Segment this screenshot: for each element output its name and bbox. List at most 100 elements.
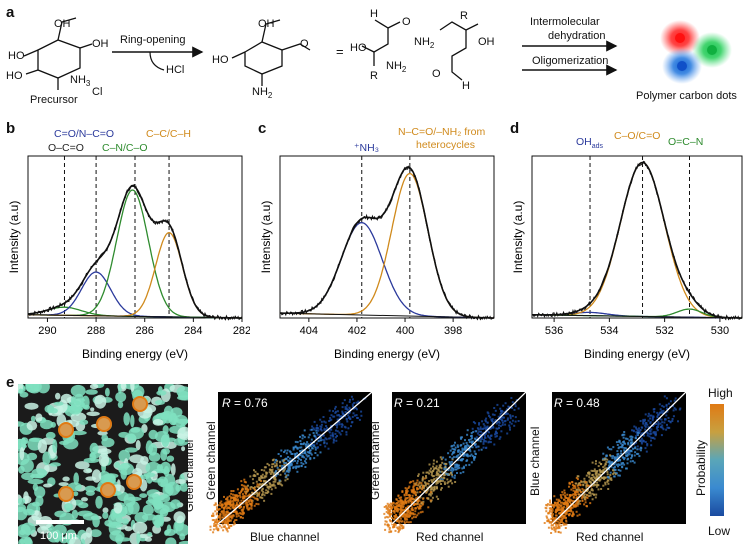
- density-point: [407, 521, 410, 524]
- density-point: [355, 408, 358, 411]
- density-point: [227, 521, 229, 524]
- density-point: [397, 500, 400, 503]
- density-point: [439, 464, 442, 466]
- density-point: [240, 512, 243, 515]
- density-point: [300, 458, 302, 461]
- density-point: [269, 468, 272, 471]
- density-point: [347, 414, 350, 417]
- density-point: [653, 408, 656, 410]
- density-point: [417, 500, 420, 503]
- density-point: [227, 501, 230, 504]
- density-point: [244, 481, 247, 484]
- density-point: [420, 482, 423, 485]
- density-point: [443, 468, 446, 471]
- density-point: [491, 418, 494, 421]
- density-point: [444, 458, 447, 461]
- density-point: [466, 433, 469, 436]
- density-point: [562, 509, 565, 512]
- cell-blob: [90, 407, 95, 412]
- density-point: [595, 493, 598, 496]
- density-point: [555, 525, 558, 528]
- density-point: [605, 461, 608, 463]
- density-point: [412, 489, 415, 492]
- density-point: [245, 490, 248, 493]
- density-point: [607, 482, 610, 485]
- density-point: [613, 463, 615, 466]
- density-point: [223, 512, 225, 515]
- density-point: [674, 397, 677, 400]
- density-point: [646, 444, 649, 447]
- density-point: [334, 436, 337, 439]
- peak-label-heterocycles: heterocycles: [416, 139, 475, 151]
- density-point: [415, 481, 418, 484]
- density-point: [294, 453, 297, 456]
- density-point: [452, 451, 454, 454]
- panel-label-a: a: [6, 4, 15, 21]
- density-point: [571, 484, 574, 487]
- density-point: [590, 477, 593, 480]
- density-point: [246, 490, 249, 493]
- density-point: [417, 475, 420, 477]
- density-point: [480, 430, 482, 433]
- density-point: [466, 443, 469, 446]
- density-point: [563, 498, 565, 501]
- density-point: [454, 466, 457, 469]
- density-point: [591, 461, 594, 464]
- density-point: [506, 417, 509, 420]
- density-point: [610, 477, 613, 480]
- density-point: [230, 515, 233, 518]
- density-point: [319, 439, 322, 442]
- density-point: [264, 480, 267, 482]
- density-point: [346, 404, 348, 407]
- density-point: [418, 503, 421, 506]
- density-point: [227, 523, 230, 525]
- density-point: [470, 461, 473, 464]
- density-point: [574, 493, 577, 496]
- density-point: [268, 471, 271, 474]
- density-point: [325, 425, 328, 427]
- density-point: [550, 524, 553, 527]
- cell-blob: [123, 412, 130, 426]
- density-point: [408, 496, 411, 498]
- colorbar-high: High: [708, 386, 733, 400]
- density-point: [307, 454, 310, 457]
- density-point: [562, 493, 565, 496]
- density-point: [646, 434, 649, 437]
- density-point: [440, 458, 443, 461]
- density-point: [459, 450, 462, 453]
- density-point: [583, 503, 586, 506]
- density-point: [653, 423, 656, 426]
- panel-label-c: c: [258, 120, 267, 137]
- density-point: [652, 436, 655, 439]
- density-point: [283, 461, 286, 464]
- density-point: [644, 425, 647, 428]
- density-point: [623, 442, 626, 445]
- density-point: [468, 463, 471, 466]
- density-point: [390, 512, 393, 515]
- density-point: [556, 527, 559, 530]
- density-point: [283, 451, 286, 453]
- density-point: [571, 506, 574, 509]
- cell-blob: [21, 472, 35, 481]
- density-point: [432, 459, 435, 462]
- density-point: [616, 444, 619, 446]
- density-point: [228, 527, 231, 529]
- density-point: [624, 447, 627, 450]
- density-point: [328, 420, 331, 422]
- density-point: [399, 523, 402, 526]
- density-point: [494, 419, 497, 421]
- density-point: [247, 508, 250, 511]
- envelope-fit: [532, 161, 742, 319]
- density-point: [656, 416, 659, 419]
- density-point: [409, 510, 412, 513]
- density-point: [393, 515, 396, 518]
- density-point: [579, 483, 582, 486]
- density-point: [598, 479, 601, 482]
- density-point: [213, 525, 215, 527]
- density-point: [250, 500, 253, 503]
- density-point: [317, 440, 320, 443]
- density-point: [660, 418, 663, 421]
- density-point: [408, 485, 411, 488]
- density-point: [658, 417, 661, 420]
- density-point: [432, 479, 435, 482]
